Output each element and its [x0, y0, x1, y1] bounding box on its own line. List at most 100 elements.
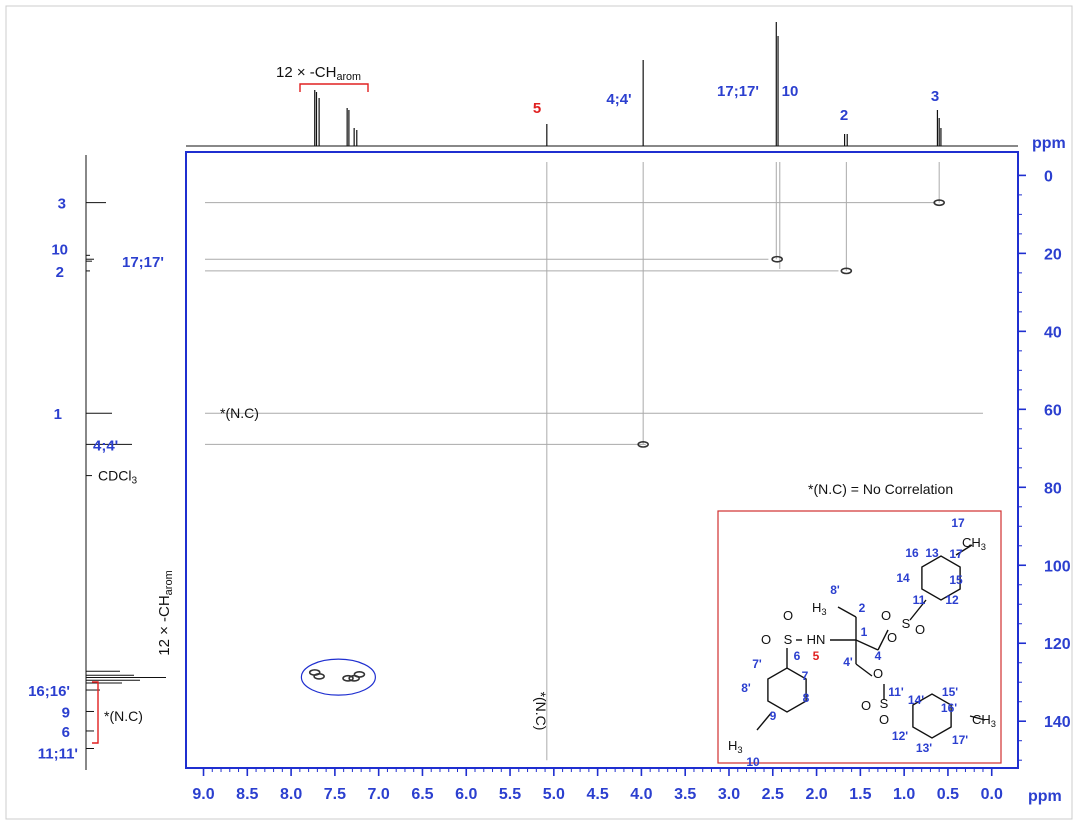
- atom-number: 14: [896, 571, 910, 585]
- carbon-1d-spectrum: [85, 155, 166, 770]
- label-aromatic-top: 12 × -CHarom: [276, 64, 361, 83]
- x-tick-label: 5.5: [499, 786, 521, 803]
- label-h-5: 5: [533, 100, 541, 117]
- bond-4p-o: [855, 663, 873, 677]
- x-tick-label: 2.5: [762, 786, 784, 803]
- aromatic-region-circle: [300, 658, 376, 696]
- atom-number: 11': [888, 685, 904, 699]
- o-left: O: [761, 632, 771, 647]
- atom-number: 10: [746, 755, 760, 769]
- atom-number: 4': [843, 655, 853, 669]
- atom-number: 15': [942, 685, 958, 699]
- label-c-17: 17;17': [122, 254, 164, 271]
- atom-number: 7': [752, 657, 762, 671]
- label-h-2: 2: [840, 107, 848, 124]
- num-5: 5: [813, 649, 820, 663]
- label-c-2: 2: [56, 264, 64, 281]
- atom-number: 7: [802, 669, 809, 683]
- x-tick-label: 8.5: [236, 786, 258, 803]
- cross-peak: [353, 671, 366, 678]
- num-17-top: 17: [951, 516, 965, 530]
- nc-bracket-left: [92, 681, 99, 744]
- bond-ch3-lower-left: [756, 711, 773, 731]
- atom-number: 9: [770, 709, 777, 723]
- cross-peak: [840, 267, 853, 275]
- peak-labels: 12 × -CHarom 5 4;4' 17;17' 10 2 3 3 10 17;17' 2 1 4;…: [28, 64, 953, 763]
- atom-number: 4: [875, 649, 882, 663]
- correlation-lines: [205, 162, 983, 761]
- atom-number: 16': [941, 701, 957, 715]
- cross-peak: [342, 674, 354, 682]
- label-h-10: 10: [782, 83, 799, 100]
- ring-lower-left: [767, 667, 807, 713]
- y-tick-label: 40: [1044, 324, 1062, 341]
- atom-number: 14': [908, 693, 924, 707]
- x-tick-label: 7.0: [368, 786, 390, 803]
- x-tick-label: 5.0: [543, 786, 565, 803]
- proton-1d-spectrum: [186, 22, 1018, 147]
- x-tick-label: 4.0: [630, 786, 652, 803]
- label-cdcl3: CDCl3: [98, 468, 137, 487]
- atom-number: 11: [913, 593, 926, 607]
- s-lower-right: S: [880, 696, 889, 711]
- x-tick-label: 8.0: [280, 786, 302, 803]
- o-upper-1: O: [887, 630, 897, 645]
- bond-2-4: [855, 639, 879, 651]
- label-h-4: 4;4': [606, 91, 631, 108]
- o-upper-2: O: [915, 622, 925, 637]
- x-tick-label: 2.0: [805, 786, 827, 803]
- cross-peaks: [300, 199, 945, 696]
- cross-peak: [637, 441, 649, 448]
- label-c-11: 11;11': [38, 746, 78, 763]
- ring-upper: [921, 555, 961, 601]
- cross-peak: [313, 672, 325, 680]
- x-axis-label: ppm: [1028, 788, 1062, 805]
- atom-number: 2: [859, 601, 866, 615]
- y-axis: 0 20 40 60 80 100 120 140 ppm: [1018, 135, 1071, 761]
- molecule-structure: CH3SOOO1315121416111717H3HNSOO8'2145H367…: [717, 510, 1002, 769]
- bond-ch3-lower-right: [969, 715, 986, 721]
- y-tick-label: 20: [1044, 246, 1062, 263]
- bond-h3c-3: [837, 606, 857, 618]
- bond-ch3-upper: [955, 544, 973, 556]
- x-tick-label: 0.0: [981, 786, 1003, 803]
- atom-number: 13: [925, 546, 939, 560]
- atom-number: 17': [952, 733, 968, 747]
- nc-column-label: *(N.C): [533, 692, 549, 731]
- atom-number: 16: [905, 546, 919, 560]
- x-axis: 9.0 8.5 8.0 7.5 7.0 6.5 6.0 5.5 5.0 4.5 4.0 3.5 3.0 2…: [192, 768, 1062, 805]
- aromatic-bracket-top: [299, 83, 369, 92]
- nh-label: HN: [807, 632, 826, 647]
- bond-ring-s-upper: [909, 599, 927, 621]
- label-h-3: 3: [931, 88, 939, 105]
- ch3-lower: CH3: [972, 712, 996, 729]
- o-lr-2: O: [879, 712, 889, 727]
- atom-number: 12': [892, 729, 908, 743]
- outer-border: [5, 5, 1073, 820]
- o-lr-1: O: [861, 698, 871, 713]
- y-tick-label: 100: [1044, 558, 1071, 575]
- label-c-9: 9: [62, 704, 70, 721]
- nc-left-label: *(N.C): [104, 708, 143, 724]
- nc-row-label: *(N.C): [220, 405, 259, 421]
- plot-border: [185, 151, 1019, 769]
- s-upper: S: [902, 616, 911, 631]
- label-c-1: 1: [54, 406, 62, 423]
- o-top: O: [783, 608, 793, 623]
- atom-number: 12: [945, 593, 959, 607]
- x-tick-label: 1.5: [849, 786, 871, 803]
- atom-number: 13': [916, 741, 932, 755]
- legend-no-correlation: *(N.C) = No Correlation: [808, 481, 953, 497]
- label-h-17: 17;17': [717, 83, 759, 100]
- atom-number: 8': [741, 681, 751, 695]
- cross-peak: [771, 255, 783, 263]
- y-tick-label: 140: [1044, 714, 1071, 731]
- atom-number: 15: [949, 573, 963, 587]
- ch3-upper: CH3: [962, 535, 986, 552]
- num-17: 17: [949, 547, 963, 561]
- x-tick-label: 3.0: [718, 786, 740, 803]
- plot-frame: [5, 5, 1073, 820]
- x-tick-label: 0.5: [937, 786, 959, 803]
- y-tick-label: 60: [1044, 402, 1062, 419]
